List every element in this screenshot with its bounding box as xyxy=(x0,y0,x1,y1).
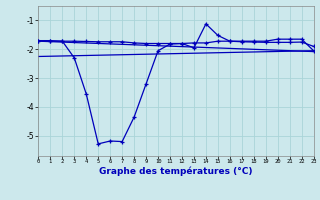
X-axis label: Graphe des températures (°C): Graphe des températures (°C) xyxy=(99,167,253,176)
